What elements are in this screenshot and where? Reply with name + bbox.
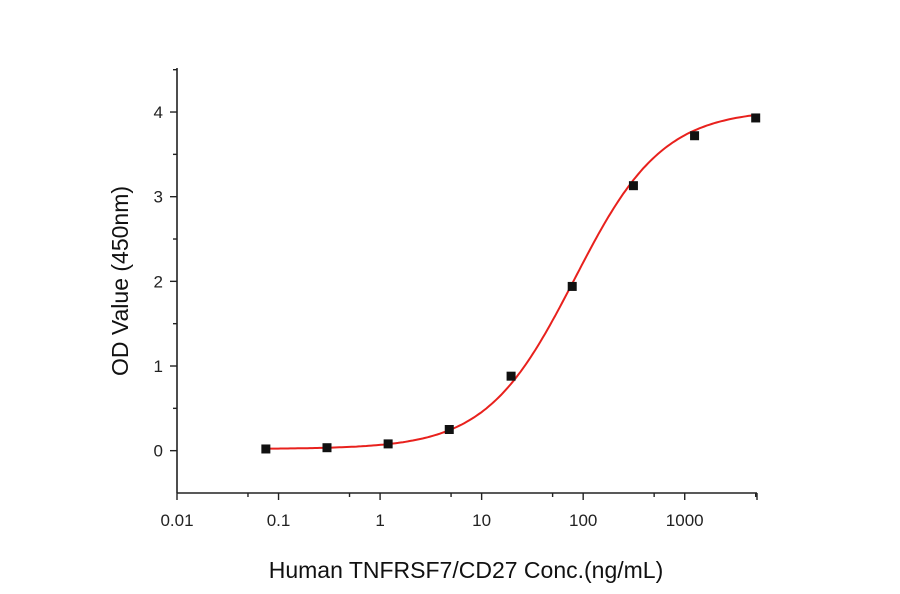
data-point (690, 131, 700, 141)
data-point (751, 113, 761, 123)
x-axis-title: Human TNFRSF7/CD27 Conc.(ng/mL) (269, 557, 664, 583)
data-point (567, 281, 577, 291)
x-tick-label: 100 (569, 511, 597, 530)
x-tick-labels: 0.01 0.1 1 10 100 1000 (160, 511, 703, 530)
x-tick-label: 0.01 (160, 511, 193, 530)
y-axis-title: OD Value (450nm) (107, 186, 133, 376)
data-points (261, 113, 761, 454)
data-point (628, 181, 638, 191)
data-point (506, 371, 516, 381)
y-tick-label: 2 (154, 272, 163, 291)
data-point (322, 443, 332, 453)
y-tick-label: 0 (154, 442, 163, 461)
x-tick-label: 1000 (666, 511, 704, 530)
y-tick-label: 3 (154, 188, 163, 207)
x-tick-label: 0.1 (267, 511, 291, 530)
fit-curve (265, 114, 756, 450)
data-point (383, 439, 393, 449)
y-tick-labels: 0 1 2 3 4 (154, 103, 163, 461)
y-tick-label: 1 (154, 357, 163, 376)
data-point (261, 444, 271, 454)
data-point (444, 425, 454, 435)
y-tick-label: 4 (154, 103, 163, 122)
axes (170, 68, 758, 500)
x-tick-label: 1 (375, 511, 384, 530)
x-tick-label: 10 (472, 511, 491, 530)
